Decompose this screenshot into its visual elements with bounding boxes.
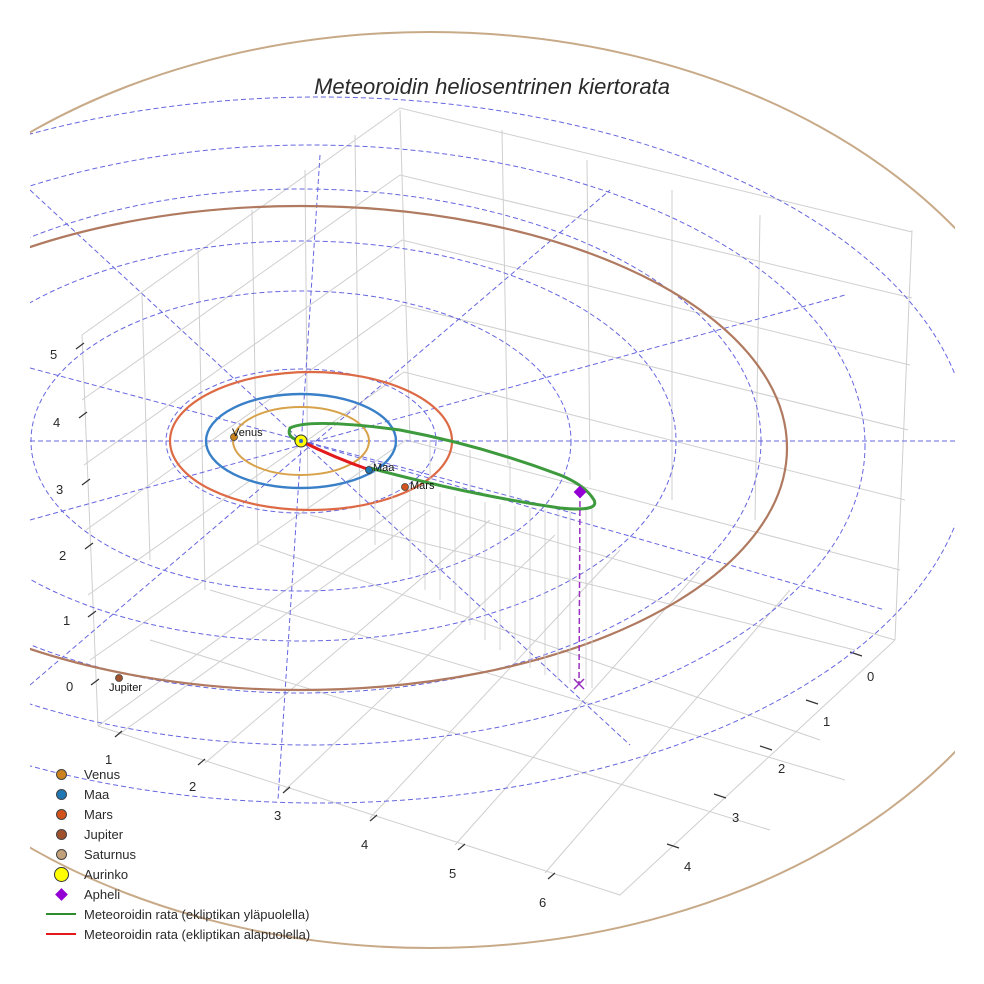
jupiter-marker [115,674,123,682]
venus-orbit [232,406,370,476]
mars-label: Mars [410,480,435,492]
x-tick-6: 6 [539,895,547,910]
sun-center-icon [299,439,303,443]
y-tick-0: 0 [867,669,875,684]
legend-item-aurinko[interactable]: Aurinko [38,864,310,884]
z-tick-2: 2 [59,548,67,563]
legend-item-saturnus[interactable]: Saturnus [38,844,310,864]
z-tick-4: 4 [53,415,61,430]
green-line-icon [46,913,76,915]
mars-dot-icon [55,808,67,820]
mars-marker [401,483,409,491]
legend: Venus Maa Mars Jupiter Saturnus Aurinko … [38,764,310,944]
legend-item-orbit-below[interactable]: Meteoroidin rata (ekliptikan alapuolella… [38,924,310,944]
legend-item-apheli[interactable]: Apheli [38,884,310,904]
chart-title: Meteoroidin heliosentrinen kiertorata [314,74,670,99]
legend-item-venus[interactable]: Venus [38,764,310,784]
x-tick-5: 5 [449,866,457,881]
legend-item-mars[interactable]: Mars [38,804,310,824]
red-line-icon [46,933,76,935]
meteoroid-orbit-below [300,439,371,472]
earth-dot-icon [55,788,67,800]
jupiter-label: Jupiter [109,682,143,694]
legend-item-orbit-above[interactable]: Meteoroidin rata (ekliptikan yläpuolella… [38,904,310,924]
z-tick-5: 5 [50,347,58,362]
jupiter-orbit [30,204,788,692]
drop-lines [374,440,593,688]
y-tick-4: 4 [684,859,692,874]
legend-item-jupiter[interactable]: Jupiter [38,824,310,844]
y-tick-1: 1 [823,714,831,729]
venus-marker [230,433,238,441]
ecliptic-grid [30,96,955,804]
x-tick-1: 1 [105,752,113,767]
saturn-orbit [30,31,955,949]
y-tick-2: 2 [778,761,786,776]
y-tick-3: 3 [732,810,740,825]
z-tick-3: 3 [56,482,64,497]
earth-label: Maa [373,462,395,474]
aphelion-projection-icon [573,678,585,690]
jupiter-dot-icon [55,828,67,840]
earth-orbit [204,392,398,490]
x-tick-4: 4 [361,837,369,852]
saturn-dot-icon [55,848,67,860]
axis-ticks [75,342,863,880]
venus-label: Venus [232,427,263,439]
x-tick-3: 3 [274,808,282,823]
earth-marker [365,466,373,474]
x-tick-2: 2 [189,779,197,794]
legend-item-maa[interactable]: Maa [38,784,310,804]
sun-icon [53,866,69,882]
diamond-icon [54,887,68,901]
aphelion-dropline [578,491,581,685]
venus-dot-icon [55,768,67,780]
meteoroid-orbit-above [287,421,597,511]
z-tick-0: 0 [66,679,74,694]
z-tick-1: 1 [63,613,71,628]
